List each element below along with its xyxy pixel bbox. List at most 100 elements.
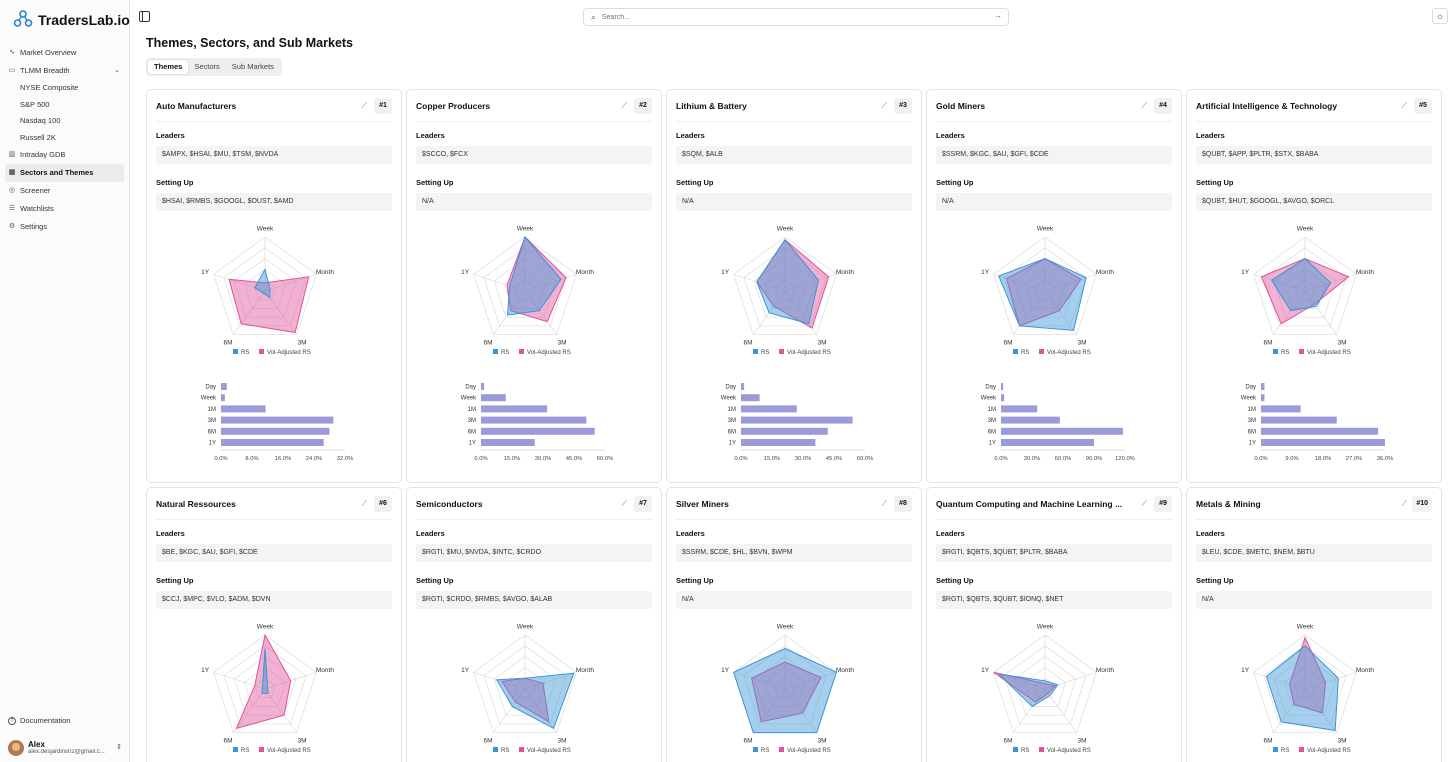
leaders-list: $BE, $KGC, $AU, $GFI, $CDE (156, 544, 392, 562)
radar-series-vol-rs (1289, 636, 1327, 714)
bar-chart-icon: ▥ (8, 151, 16, 158)
sidebar-item-settings[interactable]: ⚙ Settings (5, 218, 124, 236)
chart-icon[interactable]: ⟋ (1141, 101, 1147, 110)
arrow-right-icon[interactable]: → (994, 11, 1002, 20)
sidebar-subitem-nasdaq100[interactable]: Nasdaq 100 (20, 116, 61, 125)
divider (416, 121, 652, 122)
radar-series-rs (1265, 645, 1339, 732)
rank-badge: #6 (374, 496, 392, 512)
radar-grid-ring (1003, 645, 1087, 725)
legend-vol-rs-swatch (259, 349, 264, 354)
x-tick-label: 24.0% (306, 456, 322, 462)
setting-up-list: N/A (676, 193, 912, 211)
chevron-down-icon[interactable]: ⌄ (114, 67, 120, 74)
chart-icon[interactable]: ⟋ (621, 499, 627, 508)
list-icon: ☰ (8, 205, 16, 212)
leaders-label: Leaders (156, 131, 185, 140)
bar-period-label: 3M (208, 418, 216, 424)
x-tick-label: 45.0% (826, 456, 842, 462)
radar-grid-ring (233, 656, 297, 716)
sidebar-subitem-nyse[interactable]: NYSE Composite (20, 83, 79, 92)
setting-up-label: Setting Up (1196, 576, 1234, 585)
radar-series-rs (254, 268, 271, 299)
chart-icon[interactable]: ⟋ (1401, 101, 1407, 110)
radar-chart: Week Month 3M 6M 1Y RS Vol-Adjusted RS (721, 624, 854, 755)
radar-spoke (524, 671, 577, 690)
tab-themes[interactable]: Themes (148, 60, 189, 74)
legend-vol-rs-swatch (779, 747, 784, 752)
legend-rs-label: RS (501, 350, 509, 356)
bar (481, 394, 506, 402)
sun-icon: ☼ (1435, 11, 1445, 21)
chart-icon[interactable]: ⟋ (621, 101, 627, 110)
radar-grid-ring (1263, 645, 1347, 725)
bar (1261, 394, 1265, 402)
rank-badge: #4 (1154, 98, 1172, 114)
user-menu[interactable]: Alex alex.desjardins02@gmail.c... ⇕ (8, 738, 124, 758)
radar-grid-ring (514, 279, 536, 301)
tab-sectors[interactable]: Sectors (194, 62, 220, 71)
radar-spoke (752, 688, 786, 733)
radar-series-rs (261, 648, 269, 694)
x-tick-label: 8.0% (245, 456, 258, 462)
chart-icon[interactable]: ⟋ (1401, 499, 1407, 508)
sidebar-item-intraday-gdb[interactable]: ▥ Intraday GDB (5, 146, 124, 164)
radar-series-vol-rs (506, 236, 567, 323)
card-title: Gold Miners (936, 101, 986, 111)
card-title: Natural Ressources (156, 499, 236, 509)
chart-icon[interactable]: ⟋ (361, 499, 367, 508)
radar-spoke (1304, 290, 1338, 335)
legend-vol-rs-label: Vol-Adjusted RS (267, 748, 311, 754)
sidebar-item-label: TLMM Breadth (20, 66, 70, 75)
radar-spoke (264, 688, 298, 733)
theme-toggle-button[interactable]: ☼ (1432, 8, 1448, 24)
sidebar-toggle-icon[interactable] (139, 11, 150, 22)
chart-icon[interactable]: ⟋ (881, 101, 887, 110)
radar-grid-ring (493, 258, 557, 318)
sidebar-subitem-russell2k[interactable]: Russell 2K (20, 132, 56, 142)
radar-chart: Week Month 3M 6M 1Y RS Vol-Adjusted RS (981, 624, 1114, 755)
radar-grid-ring (473, 236, 577, 336)
chart-icon[interactable]: ⟋ (1141, 499, 1147, 508)
chart-icon[interactable]: ⟋ (361, 101, 367, 110)
bar (1261, 439, 1385, 446)
radar-spoke (733, 671, 786, 690)
card-title: Artificial Intelligence & Technology (1196, 101, 1338, 111)
search-input[interactable] (602, 11, 982, 23)
legend-vol-rs-label: Vol-Adjusted RS (1047, 350, 1091, 356)
sidebar-item-sectors-and-themes[interactable]: ▦ Sectors and Themes (5, 164, 124, 182)
rank-badge: #8 (894, 496, 912, 512)
radar-grid-ring (764, 666, 806, 707)
logo-icon (13, 10, 33, 27)
radar-grid-ring (733, 236, 837, 336)
legend-rs-label: RS (1021, 748, 1029, 754)
radar-chart: Week Month 3M 6M 1Y RS Vol-Adjusted RS (1241, 226, 1374, 357)
radar-grid-ring (223, 645, 307, 725)
sidebar-item-tlmm-breadth[interactable]: ▭ TLMM Breadth ⌄ (5, 62, 124, 80)
radar-chart: Week Month 3M 6M 1Y RS Vol-Adjusted RS (1241, 624, 1374, 755)
divider (156, 121, 392, 122)
bar-chart: Day Week 1M 3M 6M 1Y 0.0% 15.0% 30.0% 45.0% 60.0% (721, 383, 873, 462)
leaders-list: $RGTI, $QBTS, $QUBT, $PLTR, $BABA (936, 544, 1172, 562)
sidebar-item-market-overview[interactable]: ∿ Market Overview (5, 44, 124, 62)
x-tick-label: 90.0% (1086, 456, 1102, 462)
sidebar-item-screener[interactable]: ◎ Screener (5, 182, 124, 200)
logo[interactable]: TradersLab.io (13, 10, 130, 30)
card-title: Quantum Computing and Machine Learning .… (936, 499, 1123, 509)
radar-grid-ring (254, 677, 276, 699)
sidebar-subitem-sp500[interactable]: S&P 500 (20, 99, 50, 109)
setting-up-list: N/A (676, 591, 912, 609)
bar (1261, 383, 1265, 390)
search-bar[interactable]: ⌕ → (583, 8, 1009, 26)
legend-vol-rs-swatch (1299, 349, 1304, 354)
chart-icon[interactable]: ⟋ (881, 499, 887, 508)
radar-chart: Week Month 3M 6M 1Y RS Vol-Adjusted RS (721, 226, 854, 357)
tab-bar: Themes Sectors Sub Markets (146, 58, 282, 76)
tab-sub-markets[interactable]: Sub Markets (231, 62, 274, 71)
x-tick-label: 0.0% (734, 456, 747, 462)
x-tick-label: 0.0% (474, 456, 487, 462)
radar-axis-label: 3M (558, 737, 567, 744)
setting-up-list: N/A (416, 193, 652, 211)
documentation-link[interactable]: ? Documentation (5, 713, 70, 729)
sidebar-item-watchlists[interactable]: ☰ Watchlists (5, 200, 124, 218)
